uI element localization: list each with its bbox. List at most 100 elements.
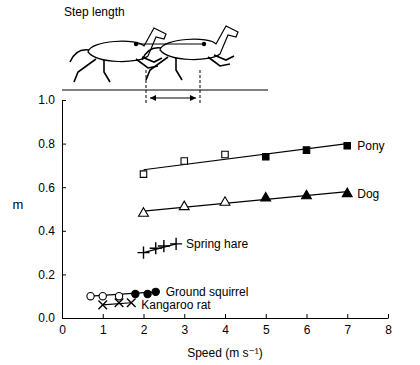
axis-line — [62, 101, 63, 319]
marker — [115, 293, 122, 300]
tick: 2 — [141, 314, 148, 337]
series-label: Ground squirrel — [166, 285, 249, 299]
tick: 0.0 — [38, 311, 66, 325]
tick-mark — [62, 100, 66, 101]
tick: 3 — [181, 314, 188, 337]
horse-tail — [70, 50, 89, 62]
tick-mark — [103, 314, 104, 318]
tick: 1 — [100, 314, 107, 337]
marker — [181, 158, 187, 164]
tick-mark — [347, 314, 348, 318]
x-axis-title: Speed (m s⁻¹) — [187, 346, 263, 360]
tick-label: 0.6 — [38, 181, 55, 195]
horse-leg — [74, 59, 96, 82]
tick-label: 0 — [59, 323, 66, 337]
tick-mark — [62, 318, 66, 319]
step-dots — [136, 43, 204, 44]
inset-label: Step length — [64, 5, 125, 19]
tick-label: 1.0 — [38, 93, 55, 107]
tick-label: 0.0 — [38, 311, 55, 325]
tick-label: 0.4 — [38, 224, 55, 238]
marker — [158, 240, 170, 252]
tick-mark — [62, 144, 66, 145]
tick-mark — [307, 314, 308, 318]
marker — [140, 171, 146, 177]
tick: 7 — [344, 314, 351, 337]
tick-mark — [225, 314, 226, 318]
axis-line — [63, 318, 389, 319]
marker — [99, 293, 106, 300]
y-axis-title: m — [13, 197, 24, 212]
tick: 0.6 — [38, 181, 66, 195]
tick: 5 — [263, 314, 270, 337]
tick: 0.4 — [38, 224, 66, 238]
tick: 1.0 — [38, 93, 66, 107]
marker — [137, 247, 149, 259]
step-guide — [200, 70, 201, 104]
marker — [263, 153, 269, 159]
marker — [303, 147, 309, 153]
marker — [87, 293, 94, 300]
step-guide — [146, 70, 147, 104]
arrow-head — [190, 95, 196, 101]
horse-leg — [146, 57, 168, 80]
tick-mark — [144, 314, 145, 318]
tick-label: 0.8 — [38, 137, 55, 151]
horse-body — [160, 26, 238, 60]
series-label: Dog — [357, 187, 379, 201]
arrow-head — [150, 95, 156, 101]
y-axis: 0.0 0.2 0.4 0.6 0.8 1.0 — [38, 93, 66, 325]
plot-area — [87, 143, 352, 310]
trend-line — [144, 144, 348, 170]
series — [137, 238, 182, 259]
marker — [261, 192, 271, 201]
marker — [220, 197, 230, 206]
marker — [179, 201, 189, 210]
horse-leg — [208, 57, 230, 66]
marker — [170, 238, 182, 250]
horse-tail — [142, 48, 161, 60]
step-dot — [202, 42, 206, 46]
tick-label: 2 — [141, 323, 148, 337]
series-label: Kangaroo rat — [141, 298, 211, 312]
series — [98, 298, 135, 309]
marker — [342, 188, 352, 197]
tick-mark — [388, 314, 389, 318]
marker — [132, 290, 139, 297]
series-labels: Pony Dog Spring hare Ground squirrelKangaro… — [141, 139, 384, 312]
series-label: Pony — [357, 139, 384, 153]
horse-body — [88, 28, 166, 62]
tick-label: 7 — [344, 323, 351, 337]
inset-illustration — [62, 26, 268, 104]
tick-mark — [62, 231, 66, 232]
tick-label: 6 — [304, 323, 311, 337]
chart: Step length 0 1 2 3 4 5 6 7 8 0.0 0.2 0.4 0.6 0.8 1.0 Sp… — [0, 0, 420, 365]
tick: 0.2 — [38, 268, 66, 282]
tick-label: 1 — [100, 323, 107, 337]
tick-mark — [62, 274, 66, 275]
tick-mark — [62, 187, 66, 188]
marker — [222, 151, 228, 157]
x-axis: 0 1 2 3 4 5 6 7 8 — [59, 314, 392, 337]
marker — [127, 298, 136, 307]
tick-label: 4 — [222, 323, 229, 337]
tick-label: 0.2 — [38, 268, 55, 282]
marker — [98, 301, 107, 310]
tick-label: 5 — [263, 323, 270, 337]
ground-line — [62, 90, 268, 91]
tick: 8 — [385, 314, 392, 337]
marker — [344, 143, 350, 149]
tick-mark — [266, 314, 267, 318]
tick-label: 8 — [385, 323, 392, 337]
horse-leg — [104, 60, 110, 82]
tick-label: 3 — [181, 323, 188, 337]
horse-leg — [214, 55, 234, 60]
marker — [302, 190, 312, 199]
horse-leg — [142, 57, 162, 62]
trend-line — [144, 192, 348, 212]
series — [139, 188, 353, 216]
marker — [150, 242, 162, 254]
step-arrow — [150, 98, 196, 99]
tick-mark — [184, 314, 185, 318]
series-label: Spring hare — [186, 237, 248, 251]
